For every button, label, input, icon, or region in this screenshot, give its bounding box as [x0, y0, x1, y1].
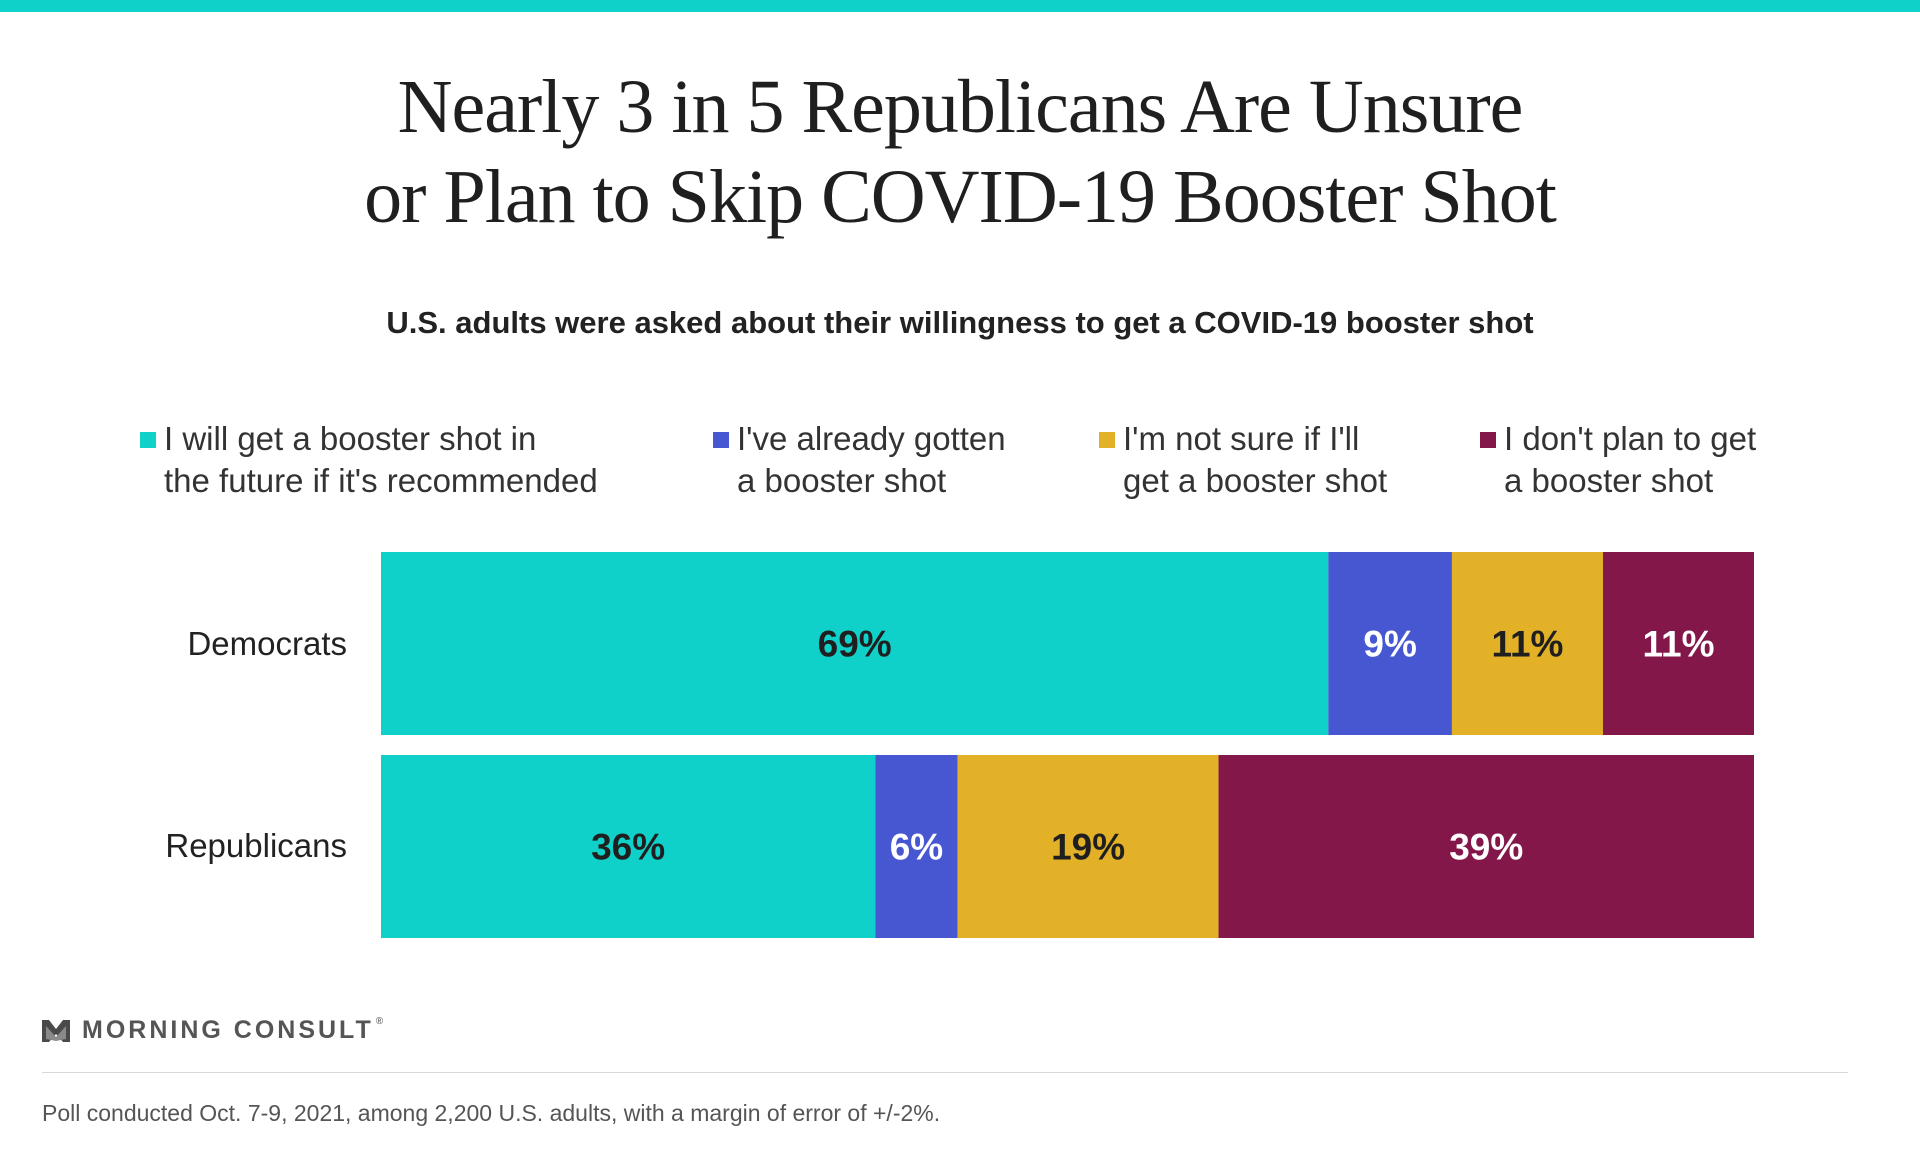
bar-segment-democrats-3: [1602, 552, 1754, 735]
legend-label: I'm not sure if I'll get a booster shot: [1123, 418, 1387, 502]
top-accent-bar: [0, 0, 1920, 12]
legend-swatch: [140, 432, 156, 448]
chart-title-line-2: or Plan to Skip COVID-19 Booster Shot: [364, 155, 1557, 239]
legend-item-will-get: I will get a booster shot in the future …: [140, 418, 598, 502]
chart-title: Nearly 3 in 5 Republicans Are Unsure or …: [0, 62, 1920, 242]
legend-swatch: [1099, 432, 1115, 448]
chart-title-line-1: Nearly 3 in 5 Republicans Are Unsure: [397, 65, 1524, 149]
morning-consult-mark-icon: [42, 1019, 70, 1042]
bar-segment-democrats-0: [381, 552, 1329, 735]
legend-label: I don't plan to get a booster shot: [1504, 418, 1756, 502]
legend-label: I've already gotten a booster shot: [737, 418, 1006, 502]
legend-label-line-1: I will get a booster shot in: [164, 420, 537, 457]
bar-segment-republicans-1: [875, 755, 958, 938]
category-label-democrats: Democrats: [187, 625, 347, 662]
data-label-republicans-1: 6%: [890, 827, 943, 868]
chart-subtitle: U.S. adults were asked about their willi…: [386, 305, 1534, 340]
legend-item-dont-plan: I don't plan to get a booster shot: [1480, 418, 1756, 502]
data-label-democrats-3: 11%: [1642, 624, 1714, 665]
legend-swatch: [713, 432, 729, 448]
legend-label-line-2: get a booster shot: [1123, 462, 1388, 499]
legend-label-line-1: I'm not sure if I'll: [1123, 420, 1360, 457]
legend-label-line-1: I've already gotten: [737, 420, 1006, 457]
legend-item-already-gotten: I've already gotten a booster shot: [713, 418, 1006, 502]
bar-segment-republicans-2: [957, 755, 1219, 938]
brand-name-text: MORNING CONSULT: [82, 1016, 374, 1044]
brand-name: MORNING CONSULT ®: [82, 1016, 386, 1045]
data-label-democrats-2: 11%: [1491, 624, 1563, 665]
legend-label-line-2: a booster shot: [1504, 462, 1714, 499]
data-label-democrats-0: 69%: [818, 624, 892, 665]
legend-label-line-1: I don't plan to get: [1504, 420, 1757, 457]
bar-segment-democrats-2: [1451, 552, 1603, 735]
data-label-republicans-3: 39%: [1449, 827, 1523, 868]
data-label-republicans-2: 19%: [1051, 827, 1125, 868]
footer-divider: [42, 1072, 1848, 1073]
legend-swatch: [1480, 432, 1496, 448]
footnote: Poll conducted Oct. 7-9, 2021, among 2,2…: [42, 1100, 941, 1126]
bar-segment-republicans-3: [1218, 755, 1754, 938]
legend-item-not-sure: I'm not sure if I'll get a booster shot: [1099, 418, 1387, 502]
data-label-democrats-1: 9%: [1363, 624, 1416, 665]
brand-registered-mark: ®: [375, 1016, 387, 1027]
legend-label-line-2: a booster shot: [737, 462, 947, 499]
bar-segment-democrats-1: [1328, 552, 1452, 735]
data-label-republicans-0: 36%: [591, 827, 665, 868]
legend-label: I will get a booster shot in the future …: [164, 418, 598, 502]
category-label-republicans: Republicans: [165, 827, 347, 864]
bar-segment-republicans-0: [381, 755, 876, 938]
morning-consult-logo: MORNING CONSULT ®: [42, 1016, 386, 1045]
legend-label-line-2: the future if it's recommended: [164, 462, 598, 499]
